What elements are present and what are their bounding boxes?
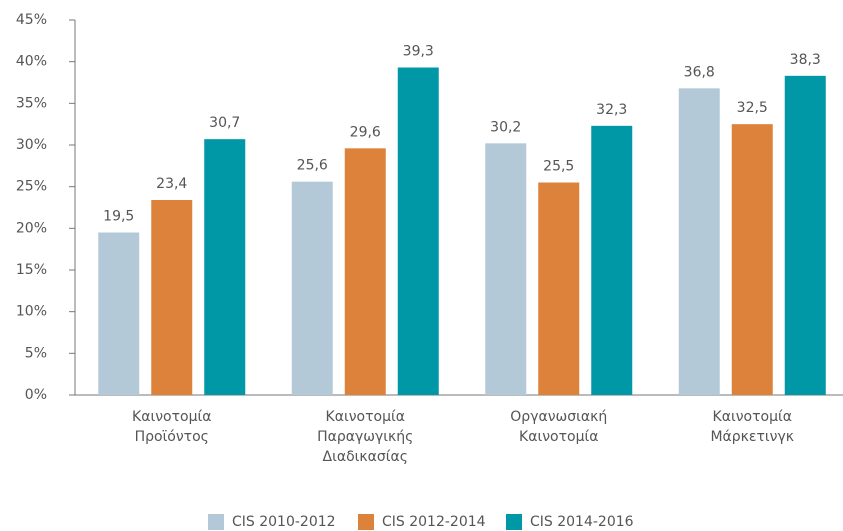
legend-swatch bbox=[208, 514, 224, 530]
value-label: 36,8 bbox=[684, 64, 715, 80]
value-label: 32,5 bbox=[737, 100, 768, 116]
y-tick-label: 10% bbox=[16, 304, 47, 320]
y-tick-label: 30% bbox=[16, 137, 47, 153]
x-tick-label: Οργανωσιακή Καινοτομία bbox=[510, 409, 607, 445]
bar bbox=[151, 200, 193, 395]
bar bbox=[485, 143, 527, 395]
value-label: 39,3 bbox=[403, 44, 434, 60]
legend-label: CIS 2012-2014 bbox=[382, 514, 486, 530]
value-label: 23,4 bbox=[156, 176, 187, 192]
bar bbox=[731, 124, 773, 396]
value-label: 30,7 bbox=[209, 115, 240, 131]
y-tick-label: 40% bbox=[16, 54, 47, 70]
value-label: 38,3 bbox=[790, 52, 821, 68]
y-tick-label: 0% bbox=[25, 387, 47, 403]
value-label: 32,3 bbox=[596, 102, 627, 118]
bar bbox=[397, 67, 439, 395]
x-tick-label: Καινοτομία Προϊόντος bbox=[132, 409, 211, 445]
legend-label: CIS 2014-2016 bbox=[530, 514, 634, 530]
legend-swatch bbox=[358, 514, 374, 530]
bar bbox=[678, 88, 720, 395]
x-tick-label: Καινοτομία Μάρκετινγκ bbox=[710, 409, 794, 445]
legend-swatch bbox=[506, 514, 522, 530]
y-tick-label: 35% bbox=[16, 95, 47, 111]
value-label: 19,5 bbox=[103, 209, 134, 225]
bar bbox=[204, 139, 246, 395]
y-tick-label: 5% bbox=[25, 345, 47, 361]
bar bbox=[538, 182, 580, 395]
bar bbox=[98, 232, 140, 395]
bar bbox=[591, 125, 633, 395]
x-tick-label: Καινοτομία Παραγωγικής Διαδικασίας bbox=[317, 409, 413, 465]
bar bbox=[291, 181, 333, 395]
y-tick-label: 15% bbox=[16, 262, 47, 278]
y-tick-label: 20% bbox=[16, 220, 47, 236]
bar bbox=[784, 75, 826, 395]
y-tick-label: 25% bbox=[16, 179, 47, 195]
bar bbox=[344, 148, 386, 395]
value-label: 25,5 bbox=[543, 159, 574, 175]
value-label: 30,2 bbox=[490, 119, 521, 135]
legend-label: CIS 2010-2012 bbox=[232, 514, 336, 530]
value-label: 29,6 bbox=[350, 124, 381, 140]
value-label: 25,6 bbox=[297, 158, 328, 174]
y-tick-label: 45% bbox=[16, 12, 47, 28]
